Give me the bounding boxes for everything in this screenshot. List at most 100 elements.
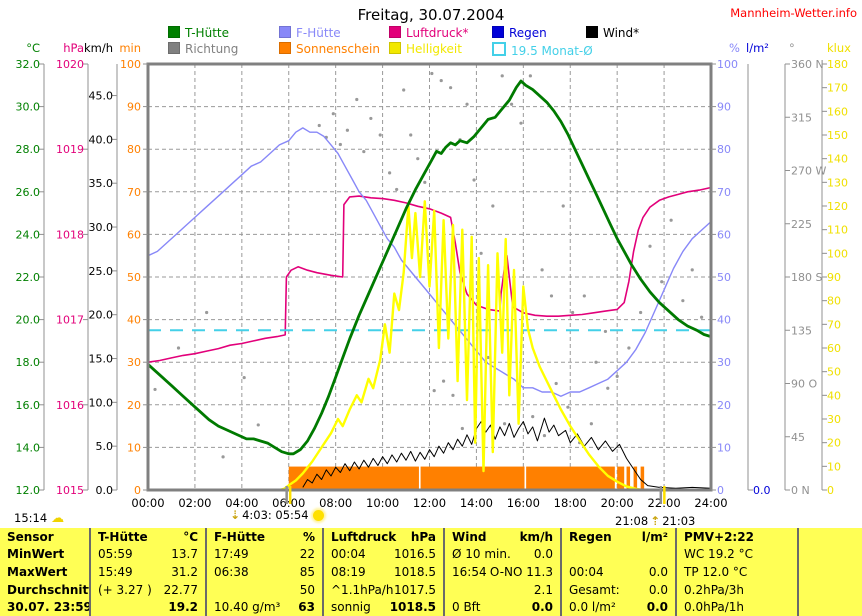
table-row: Ø 10 min. 0.0	[445, 546, 560, 564]
axis-tick-label: 02:00	[178, 496, 211, 510]
legend-label: 19.5 Monat-Ø	[511, 44, 593, 58]
direction-dot	[338, 142, 342, 147]
direction-dot	[378, 133, 382, 137]
axis-tick-label: 50	[717, 271, 731, 284]
axis-tick-label: 30	[827, 413, 841, 426]
table-row: PMV+2:22	[677, 528, 797, 546]
direction-dot	[153, 387, 157, 392]
axis-tick-label: 00:00	[131, 496, 164, 510]
axis-tick-label: 90	[827, 271, 841, 284]
table-row: 0.0 l/m² 0.0	[562, 598, 675, 616]
sunshine-bar	[626, 466, 631, 489]
axis-tick-label: 1018	[56, 228, 84, 241]
axis-tick-label: 90 O	[791, 378, 817, 391]
direction-dot	[430, 71, 434, 76]
table-cell: 1018.5	[394, 564, 436, 579]
table-cell: sonnig	[331, 600, 371, 615]
axis-tick-label: 150	[827, 129, 848, 142]
axis-tick-label: 1020	[56, 58, 84, 71]
direction-dot	[369, 116, 373, 121]
table-row: 05:59 13.7	[91, 546, 205, 564]
axis-tick-label: 225	[791, 218, 812, 231]
legend-swatch-icon	[492, 26, 504, 38]
page-title: Freitag, 30.07.2004	[357, 6, 505, 24]
table-row	[799, 563, 862, 581]
axis-tick-label: 40.0	[89, 133, 114, 146]
table-cell: (+ 3.27 )	[98, 582, 152, 597]
axis-tick-label: 80	[717, 143, 731, 156]
table-cell: F-Hütte	[214, 529, 266, 544]
table-row: 2.1	[445, 581, 560, 599]
axis-tick-label: 20.0	[89, 309, 114, 322]
axis-tick-label: °C	[26, 41, 40, 55]
table-cell: 05:59	[98, 547, 133, 562]
table-column: T-Hütte °C 05:59 13.7 15:49 31.2 (+ 3.27 ) 22.7…	[89, 528, 205, 616]
table-cell: O-NO 11.3	[489, 564, 553, 579]
table-cell: 1018.5	[389, 600, 436, 615]
table-row: 10.40 g/m³ 63	[207, 598, 322, 616]
direction-dot	[606, 386, 610, 390]
table-row: Luftdruck hPa	[324, 528, 443, 546]
direction-dot	[242, 375, 246, 380]
sunrise-marker: ⇣ 4:03: 05:54	[228, 508, 324, 522]
legend-swatch-icon	[586, 26, 598, 38]
direction-dot	[549, 294, 554, 298]
table-cell: ^1.1hPa/h	[331, 582, 394, 597]
table-column: PMV+2:22 WC 19.2 °C TP 12.0 °C 0.2hPa/3h 0.0…	[675, 528, 797, 616]
table-cell: Wind	[452, 529, 487, 544]
legend-item: Regen	[492, 26, 547, 40]
axis-tick-label: 20	[717, 399, 731, 412]
moon-icon: ☁	[51, 511, 65, 526]
table-cell: 15:49	[98, 564, 133, 579]
axis-tick-label: 10	[827, 460, 841, 473]
axis-tick-label: 45.0	[89, 90, 114, 103]
table-cell: Luftdruck	[331, 529, 397, 544]
direction-dot	[570, 310, 575, 315]
direction-dot	[500, 74, 504, 78]
axis-tick-label: 180 S	[791, 271, 822, 284]
table-row: TP 12.0 °C	[677, 563, 797, 581]
table-row: 50	[207, 581, 322, 599]
table-cell: 06:38	[214, 564, 249, 579]
table-row: 00:04 0.0	[562, 563, 675, 581]
brightness-line	[148, 200, 711, 492]
direction-dot	[502, 422, 507, 426]
direction-dot	[423, 180, 427, 184]
table-row: Regen l/m²	[562, 528, 675, 546]
table-cell: 0.0	[533, 547, 553, 562]
legend-item: Wind*	[586, 26, 639, 40]
axis-tick-label: km/h	[84, 41, 113, 55]
direction-dot	[603, 329, 608, 334]
direction-dot	[554, 381, 558, 386]
direction-dot	[176, 346, 181, 350]
axis-tick-label: 14.0	[16, 441, 41, 454]
legend-item: 19.5 Monat-Ø	[492, 42, 593, 58]
direction-dot	[451, 393, 455, 397]
table-cell: 0.0	[648, 564, 668, 579]
direction-dot	[317, 123, 321, 128]
legend-item: Luftdruck*	[389, 26, 469, 40]
axis-tick-label: 130	[827, 176, 848, 189]
legend-item: Sonnenschein	[279, 42, 380, 56]
sun-event-tick	[659, 486, 663, 504]
table-cell: 22	[299, 547, 315, 562]
axis-tick-label: 18:00	[554, 496, 587, 510]
table-cell: °C	[183, 529, 198, 544]
axis-tick-label: 24:00	[694, 496, 727, 510]
sun-event-tick	[285, 486, 288, 504]
direction-dot	[648, 244, 652, 248]
table-row: 06:38 85	[207, 563, 322, 581]
axis-tick-label: 30.0	[89, 221, 114, 234]
axis-tick-label: 40	[827, 389, 841, 402]
axis-tick-label: 10.0	[89, 396, 114, 409]
axis-tick-label: 100	[717, 58, 738, 71]
moonrise-time: 15:14	[14, 511, 48, 525]
direction-dot	[519, 121, 523, 125]
direction-dot	[388, 171, 392, 175]
brand-link[interactable]: Mannheim-Wetter.info	[730, 6, 857, 20]
moonset-arrow-icon: ⇣	[230, 508, 241, 522]
axis-tick-label: 70	[717, 186, 731, 199]
legend-label: T-Hütte	[185, 26, 229, 40]
sunshine-bar	[633, 466, 638, 489]
axis-tick-label: 45	[791, 431, 805, 444]
